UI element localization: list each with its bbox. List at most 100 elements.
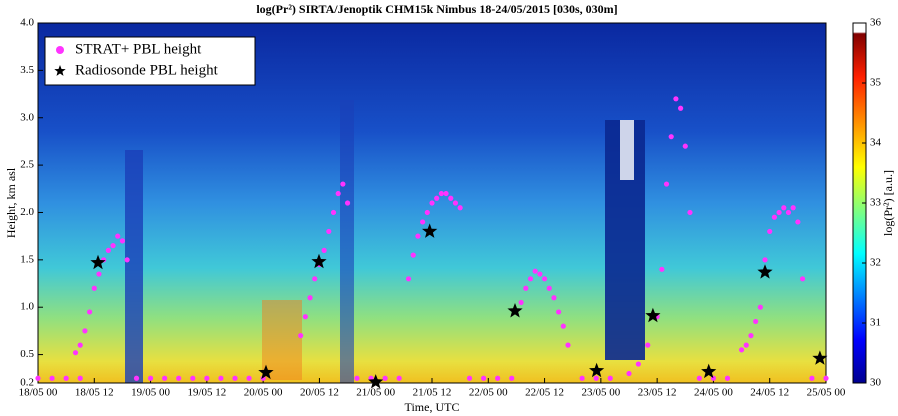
dot-marker [753, 318, 759, 325]
colorbar-tick-label: 33 [870, 197, 882, 209]
dot-marker [72, 350, 79, 356]
dot-marker [659, 266, 665, 272]
colorbar-tick-label: 30 [870, 377, 882, 389]
x-tick-label: 24/05 00 [694, 387, 733, 399]
dot-marker [546, 285, 552, 291]
dot-marker [302, 314, 308, 320]
x-tick-label: 21/05 12 [413, 387, 452, 399]
dot-marker [86, 309, 93, 315]
colorbar-label: log(Pr²) [a.u.] [881, 170, 895, 236]
y-tick-label: 3.0 [20, 111, 34, 123]
dot-marker [448, 195, 454, 201]
dot-marker [795, 219, 801, 225]
dot-marker [626, 370, 632, 377]
dot-marker [82, 328, 88, 334]
x-tick-label: 19/05 00 [131, 387, 170, 399]
dot-marker [518, 299, 524, 306]
star-marker [701, 363, 717, 379]
dot-marker [457, 205, 463, 211]
y-tick-label: 0.2 [20, 377, 34, 389]
x-tick-label: 22/05 12 [525, 387, 564, 399]
star-marker [368, 374, 384, 389]
dot-marker [190, 375, 196, 381]
dot-marker [105, 247, 111, 253]
dot-marker [147, 375, 154, 381]
dot-marker [771, 214, 778, 220]
dot-marker [565, 342, 571, 348]
dot-marker [110, 243, 116, 249]
dot-marker [330, 209, 337, 216]
dot-marker [466, 375, 473, 381]
dot-marker [645, 342, 651, 348]
dot-marker [49, 375, 55, 381]
x-tick-label: 21/05 00 [356, 387, 395, 399]
dot-marker [762, 257, 768, 263]
dot-marker [607, 375, 613, 381]
colorbar-tick-label: 35 [870, 77, 882, 89]
x-tick-label: 20/05 00 [244, 387, 283, 399]
star-marker [311, 253, 327, 269]
dot-marker [344, 200, 351, 206]
y-tick-label: 3.5 [20, 64, 34, 76]
x-tick-label: 22/05 00 [469, 387, 508, 399]
dot-marker [677, 105, 684, 111]
dot-marker [509, 375, 515, 381]
dot-marker [537, 271, 543, 277]
star-marker [54, 65, 66, 76]
star-marker [645, 307, 661, 323]
x-tick-label: 23/05 00 [581, 387, 620, 399]
dot-marker [682, 143, 688, 149]
dot-marker [115, 233, 121, 239]
dot-marker [748, 333, 754, 339]
dot-marker [415, 233, 421, 239]
dot-marker [776, 209, 782, 216]
dot-marker [541, 276, 548, 282]
dot-marker [743, 342, 749, 348]
dot-marker [724, 375, 731, 381]
dot-marker [527, 276, 534, 282]
dot-marker [96, 271, 102, 277]
legend-label: Radiosonde PBL height [75, 62, 219, 78]
dot-marker [119, 238, 126, 244]
dot-marker [260, 375, 266, 381]
dot-marker [551, 295, 557, 301]
dot-marker [133, 375, 140, 381]
star-marker [258, 364, 274, 380]
dot-marker [232, 375, 238, 381]
dot-marker [424, 209, 430, 216]
y-tick-label: 2.5 [20, 159, 34, 171]
x-axis-label: Time, UTC [405, 400, 460, 414]
dot-marker [91, 285, 97, 291]
colorbar-tick-label: 32 [870, 257, 881, 269]
dot-marker [410, 252, 416, 258]
dot-marker [687, 209, 693, 216]
dot-marker [77, 342, 83, 348]
dot-marker [396, 375, 402, 381]
dot-marker [420, 219, 426, 225]
dot-marker [635, 361, 641, 367]
dot-marker [321, 247, 327, 253]
dot-marker [56, 46, 64, 54]
dot-marker [429, 200, 435, 206]
colorbar-tick-label: 31 [870, 317, 881, 329]
colorbar-tick-label: 34 [870, 137, 882, 149]
dot-marker [579, 375, 585, 381]
dot-marker [781, 205, 787, 211]
chart-title: log(Pr²) SIRTA/Jenoptik CHM15k Nimbus 18… [256, 2, 617, 16]
y-tick-label: 0.5 [20, 348, 34, 360]
dot-marker [63, 375, 69, 381]
dot-marker [312, 276, 318, 282]
star-marker [90, 254, 106, 270]
dot-marker [673, 96, 679, 102]
x-tick-label: 20/05 12 [300, 387, 339, 399]
dot-marker [757, 304, 763, 310]
dot-marker [452, 200, 459, 206]
dot-marker [124, 257, 130, 263]
star-marker [507, 303, 523, 318]
dot-marker [696, 375, 702, 381]
y-tick-label: 1.0 [20, 301, 34, 313]
dot-marker [738, 347, 745, 353]
dot-marker [480, 375, 487, 381]
y-tick-label: 4.0 [20, 17, 34, 29]
